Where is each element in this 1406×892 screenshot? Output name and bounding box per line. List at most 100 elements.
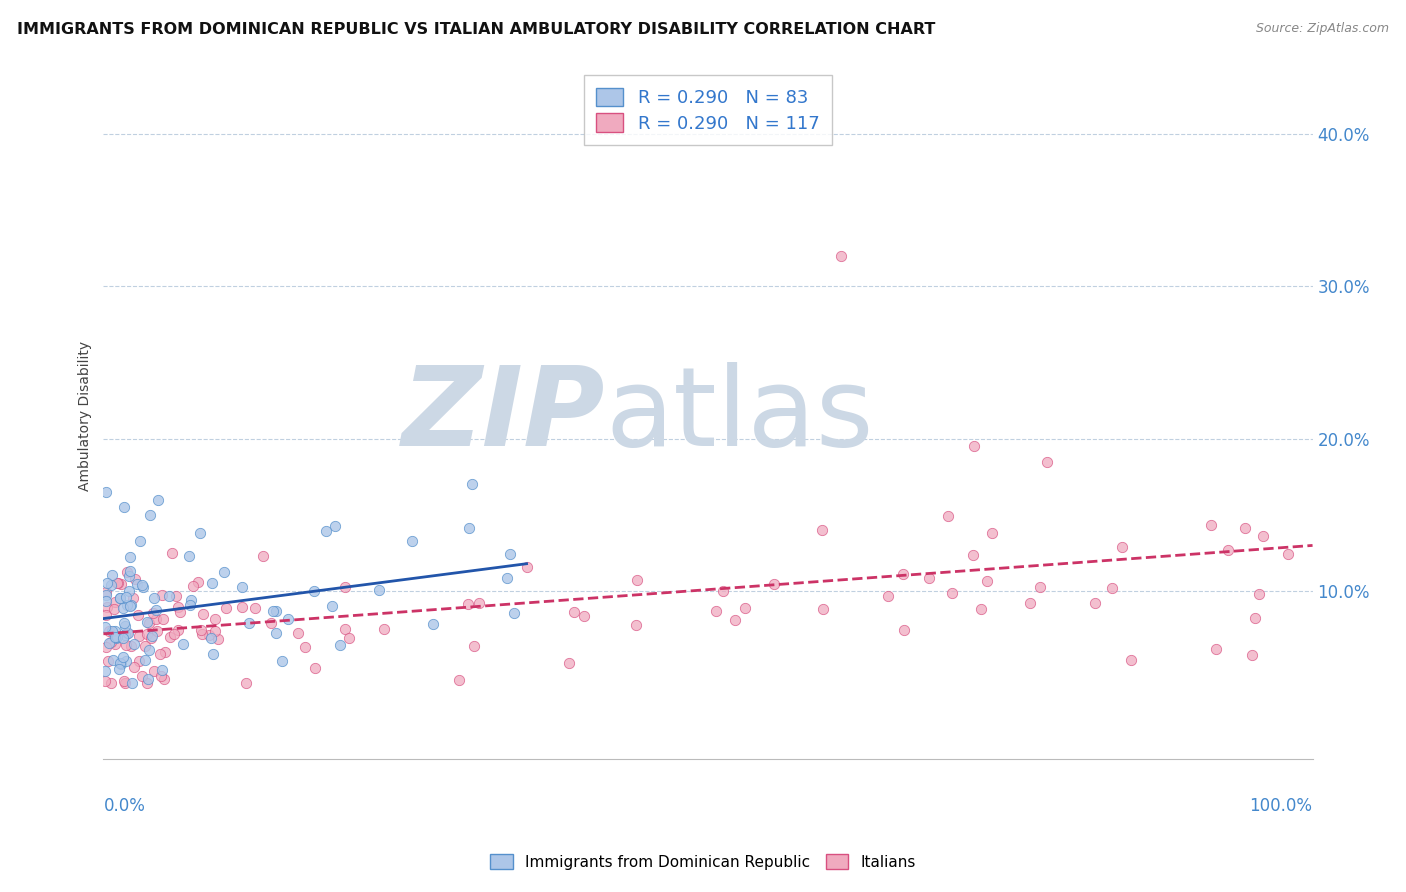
Point: [294, 640, 316, 654]
Point: [962, 548, 984, 562]
Point: [231, 600, 253, 615]
Point: [212, 565, 235, 579]
Point: [146, 624, 169, 639]
Point: [94, 594, 117, 608]
Point: [190, 525, 212, 540]
Point: [112, 674, 135, 689]
Point: [572, 608, 595, 623]
Point: [734, 600, 756, 615]
Point: [135, 675, 157, 690]
Point: [936, 508, 959, 523]
Point: [120, 639, 142, 653]
Point: [117, 584, 139, 599]
Point: [120, 564, 142, 578]
Point: [976, 574, 998, 588]
Point: [558, 656, 581, 670]
Point: [124, 572, 146, 586]
Point: [624, 617, 647, 632]
Point: [96, 585, 118, 599]
Point: [122, 659, 145, 673]
Point: [337, 631, 360, 645]
Point: [159, 630, 181, 644]
Point: [1241, 648, 1264, 662]
Point: [917, 571, 939, 585]
Point: [238, 615, 260, 630]
Point: [1084, 597, 1107, 611]
Point: [117, 568, 139, 582]
Point: [94, 588, 117, 602]
Point: [172, 637, 194, 651]
Point: [97, 654, 120, 668]
Y-axis label: Ambulatory Disability: Ambulatory Disability: [79, 341, 93, 491]
Point: [1121, 653, 1143, 667]
Point: [132, 580, 155, 594]
Point: [179, 549, 201, 563]
Point: [626, 574, 648, 588]
Point: [315, 524, 337, 538]
Point: [104, 636, 127, 650]
Point: [93, 665, 115, 679]
Point: [704, 603, 727, 617]
Point: [117, 626, 139, 640]
Point: [100, 635, 122, 649]
Point: [447, 673, 470, 687]
Point: [155, 645, 177, 659]
Point: [165, 590, 187, 604]
Point: [101, 568, 124, 582]
Point: [104, 630, 127, 644]
Point: [142, 665, 165, 679]
Point: [468, 596, 491, 610]
Point: [830, 249, 852, 263]
Point: [149, 647, 172, 661]
Point: [153, 672, 176, 686]
Point: [277, 612, 299, 626]
Point: [142, 591, 165, 605]
Point: [131, 669, 153, 683]
Point: [108, 591, 131, 606]
Point: [112, 500, 135, 515]
Point: [115, 638, 138, 652]
Point: [877, 589, 900, 603]
Point: [231, 580, 253, 594]
Point: [495, 572, 517, 586]
Point: [136, 672, 159, 686]
Point: [141, 629, 163, 643]
Point: [1101, 581, 1123, 595]
Point: [287, 625, 309, 640]
Text: Source: ZipAtlas.com: Source: ZipAtlas.com: [1256, 22, 1389, 36]
Point: [180, 592, 202, 607]
Point: [811, 524, 834, 538]
Point: [105, 630, 128, 644]
Text: 100.0%: 100.0%: [1250, 797, 1313, 814]
Point: [499, 548, 522, 562]
Point: [93, 619, 115, 633]
Point: [108, 662, 131, 676]
Point: [115, 598, 138, 612]
Point: [1018, 596, 1040, 610]
Point: [93, 673, 115, 688]
Point: [187, 575, 209, 590]
Point: [1251, 529, 1274, 543]
Point: [103, 601, 125, 615]
Point: [335, 580, 357, 594]
Text: ZIP: ZIP: [402, 362, 605, 469]
Point: [200, 631, 222, 645]
Point: [145, 612, 167, 626]
Point: [202, 647, 225, 661]
Point: [235, 675, 257, 690]
Point: [138, 643, 160, 657]
Point: [270, 654, 292, 668]
Text: IMMIGRANTS FROM DOMINICAN REPUBLIC VS ITALIAN AMBULATORY DISABILITY CORRELATION : IMMIGRANTS FROM DOMINICAN REPUBLIC VS IT…: [17, 22, 935, 37]
Text: atlas: atlas: [605, 362, 873, 469]
Point: [969, 602, 991, 616]
Point: [100, 577, 122, 591]
Point: [117, 626, 139, 640]
Point: [1201, 517, 1223, 532]
Point: [304, 584, 326, 599]
Point: [190, 623, 212, 637]
Point: [1205, 642, 1227, 657]
Point: [100, 624, 122, 638]
Point: [96, 575, 118, 590]
Point: [128, 654, 150, 668]
Point: [463, 639, 485, 653]
